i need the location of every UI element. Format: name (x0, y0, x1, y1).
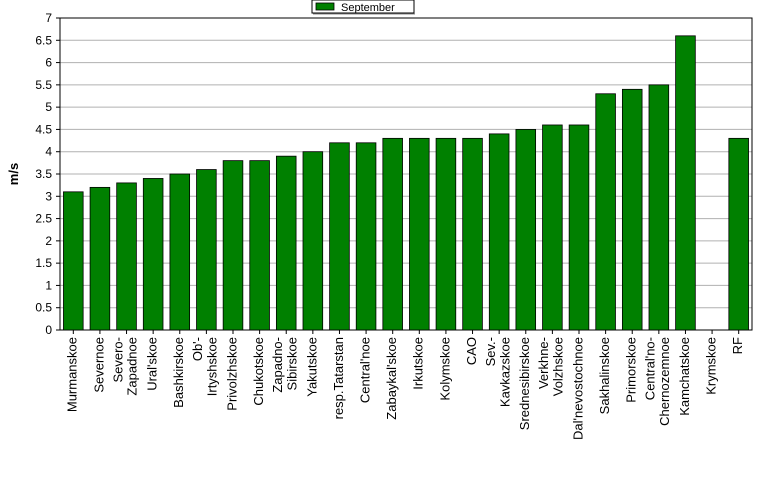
plot-frame (59, 17, 753, 331)
bar (169, 173, 191, 331)
bar (382, 137, 403, 331)
x-tick-label: Bashkirskoe (171, 337, 186, 408)
x-tick-label: Yakutskoe (304, 337, 319, 397)
bar (648, 84, 670, 331)
x-tick-label: Dal'nevostochnoe (570, 337, 585, 440)
y-tick-label: 4 (45, 145, 52, 159)
bar (249, 160, 270, 331)
y-tick-label: 5.5 (35, 78, 52, 92)
x-tick-label: Chukotskoe (251, 337, 266, 406)
x-tick-label: Srednesibirskoe (517, 337, 532, 430)
x-tick-label: Zapadno-Sibirskoe (271, 337, 300, 393)
x-tick-label: Sakhalinskoe (597, 337, 612, 414)
y-tick-label: 3 (45, 189, 52, 203)
x-tick-label: Krymskoe (704, 337, 719, 395)
y-tick-label: 2 (45, 234, 52, 248)
bar (329, 142, 350, 331)
y-tick-label: 1.5 (35, 256, 52, 270)
bar (275, 155, 297, 331)
y-tick-label: 0.5 (35, 301, 52, 315)
x-tick-label: Severo-Zapadnoe (111, 337, 140, 396)
bar (515, 129, 537, 331)
bar (89, 186, 111, 331)
y-tick-label: 6 (45, 56, 52, 70)
y-tick-label: 1 (45, 278, 52, 292)
x-tick-label: Central'noe (358, 337, 373, 403)
bar (568, 124, 590, 331)
x-tick-label: Ob'-Irtyshskoe (191, 337, 220, 396)
x-tick-label: Primorskoe (624, 337, 639, 403)
bar (355, 142, 377, 331)
y-axis-label: m/s (6, 163, 21, 185)
y-tick-label: 2.5 (35, 212, 52, 226)
legend-swatch (315, 2, 335, 11)
bar (488, 133, 510, 331)
x-tick-label: Sev.-Kavkazskoe (483, 337, 512, 407)
x-tick-label: RF (730, 337, 745, 354)
bar (116, 182, 137, 331)
x-tick-label: Zabaykal'skoe (384, 337, 399, 420)
bar (196, 169, 217, 331)
bar (462, 137, 483, 331)
x-tick-label: Kolymskoe (437, 337, 452, 401)
bar (595, 93, 616, 331)
legend: September (311, 0, 415, 15)
legend-label: September (341, 2, 395, 14)
x-tick-label: Murmanskoe (65, 337, 80, 412)
bar (63, 191, 84, 331)
x-tick-label: CAO (464, 337, 479, 365)
bar (728, 137, 749, 331)
x-tick-label: Ural'skoe (145, 337, 160, 391)
bar (675, 35, 696, 331)
y-tick-label: 6.5 (35, 33, 52, 47)
y-tick-label: 0 (45, 323, 52, 337)
x-tick-label: resp.Tatarstan (331, 337, 346, 419)
bar (542, 124, 563, 331)
x-tick-label: Severnoe (91, 337, 106, 393)
x-tick-label: Kamchatskoe (677, 337, 692, 416)
y-tick-label: 4.5 (35, 122, 52, 136)
x-tick-label: Central'no-Chernozemnoe (643, 337, 672, 426)
bar (435, 137, 457, 331)
x-tick-label: Irkutskoe (411, 337, 426, 390)
bar (621, 88, 643, 331)
bar (302, 151, 324, 331)
x-tick-label: Verkhne-Volzhskoe (537, 337, 566, 396)
y-tick-label: 5 (45, 100, 52, 114)
bar (222, 160, 244, 331)
bar (409, 137, 430, 331)
legend-box (311, 0, 415, 14)
x-tick-label: Privolzhskoe (224, 337, 239, 411)
y-tick-label: 7 (45, 11, 52, 25)
bar (142, 178, 164, 331)
y-tick-label: 3.5 (35, 167, 52, 181)
